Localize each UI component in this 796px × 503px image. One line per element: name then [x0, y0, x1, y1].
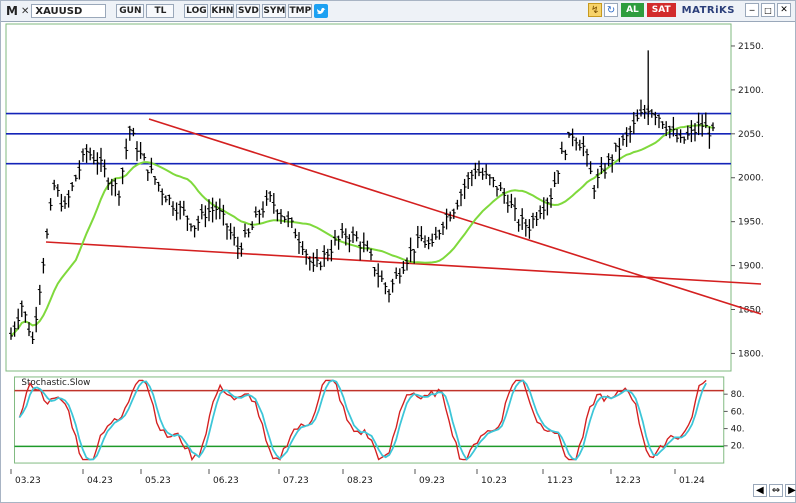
price-axis: 2150.2100.2050.2000.1950.1900.1850.1800.: [731, 42, 764, 359]
pin-icon[interactable]: ↯: [588, 3, 603, 17]
period-button[interactable]: GUN: [116, 4, 145, 18]
stoch-tick-label: 20.: [731, 442, 745, 452]
refresh-icon[interactable]: ↻: [604, 3, 619, 17]
sell-button[interactable]: SAT: [646, 3, 676, 17]
sym-button[interactable]: SYM: [262, 4, 287, 18]
stochastic-panel[interactable]: Stochastic.Slow 80. 60. 40. 20.: [1, 375, 795, 465]
date-tick-label: 12.23: [615, 476, 641, 486]
scroll-left-icon[interactable]: ◀: [753, 483, 767, 497]
log-button[interactable]: LOG: [184, 4, 209, 18]
price-bars: [9, 50, 715, 345]
twitter-icon[interactable]: [314, 4, 329, 18]
khn-button[interactable]: KHN: [210, 4, 235, 18]
tmp-button[interactable]: TMP: [288, 4, 313, 18]
stochastic-axis: 80. 60. 40. 20.: [723, 390, 745, 452]
zoom-icon[interactable]: ⇔: [768, 483, 784, 497]
bottom-toolbar: ◀ ⇔ ▶: [753, 483, 796, 497]
price-tick-label: 1950.: [738, 218, 764, 228]
price-tick-label: 1900.: [738, 262, 764, 272]
price-tick-label: 2150.: [738, 42, 764, 52]
buy-button[interactable]: AL: [621, 3, 644, 17]
stoch-tick-label: 40.: [731, 425, 745, 435]
price-tick-label: 2100.: [738, 86, 764, 96]
date-tick-label: 07.23: [283, 476, 309, 486]
brand-logo: MATRiKS: [681, 4, 735, 16]
chart-toolbar: M ✕ XAUUSD GUN TL LOG KHN SVD SYM TMP ↯ …: [1, 1, 795, 22]
date-tick-label: 01.24: [679, 476, 705, 486]
price-tick-label: 2050.: [738, 130, 764, 140]
app-logo: M: [6, 4, 18, 18]
price-tick-label: 1800.: [738, 349, 764, 359]
close-icon[interactable]: ✕: [21, 5, 30, 17]
currency-button[interactable]: TL: [146, 4, 175, 18]
date-tick-label: 03.23: [15, 476, 41, 486]
price-plot-area: [5, 23, 732, 372]
svd-button[interactable]: SVD: [236, 4, 261, 18]
descending-trendline[interactable]: [148, 118, 762, 315]
date-tick-label: 08.23: [347, 476, 373, 486]
date-tick-label: 05.23: [145, 476, 171, 486]
date-tick-label: 10.23: [481, 476, 507, 486]
stoch-tick-label: 60.: [731, 407, 745, 417]
date-tick-label: 11.23: [547, 476, 573, 486]
date-tick-label: 09.23: [419, 476, 445, 486]
scroll-right-icon[interactable]: ▶: [785, 483, 796, 497]
window-close-icon[interactable]: ✕: [777, 3, 791, 17]
date-axis: 03.23 04.23 05.23 06.23 07.23 08.23 09.23 10.23…: [10, 469, 705, 486]
toolbar-right: ↯ ↻ AL SAT MATRiKS ─ □ ✕: [586, 3, 791, 17]
price-chart[interactable]: 2150.2100.2050.2000.1950.1900.1850.1800.: [1, 22, 795, 373]
date-tick-label: 06.23: [213, 476, 239, 486]
stoch-tick-label: 80.: [731, 390, 745, 400]
price-tick-label: 2000.: [738, 174, 764, 184]
resistance-lines: [6, 112, 731, 165]
maximize-icon[interactable]: □: [761, 3, 775, 17]
symbol-input[interactable]: XAUUSD: [31, 4, 107, 18]
date-tick-label: 04.23: [87, 476, 113, 486]
minimize-icon[interactable]: ─: [745, 3, 759, 17]
stochastic-label: Stochastic.Slow: [21, 378, 90, 388]
stoch-d-line: [18, 379, 707, 461]
